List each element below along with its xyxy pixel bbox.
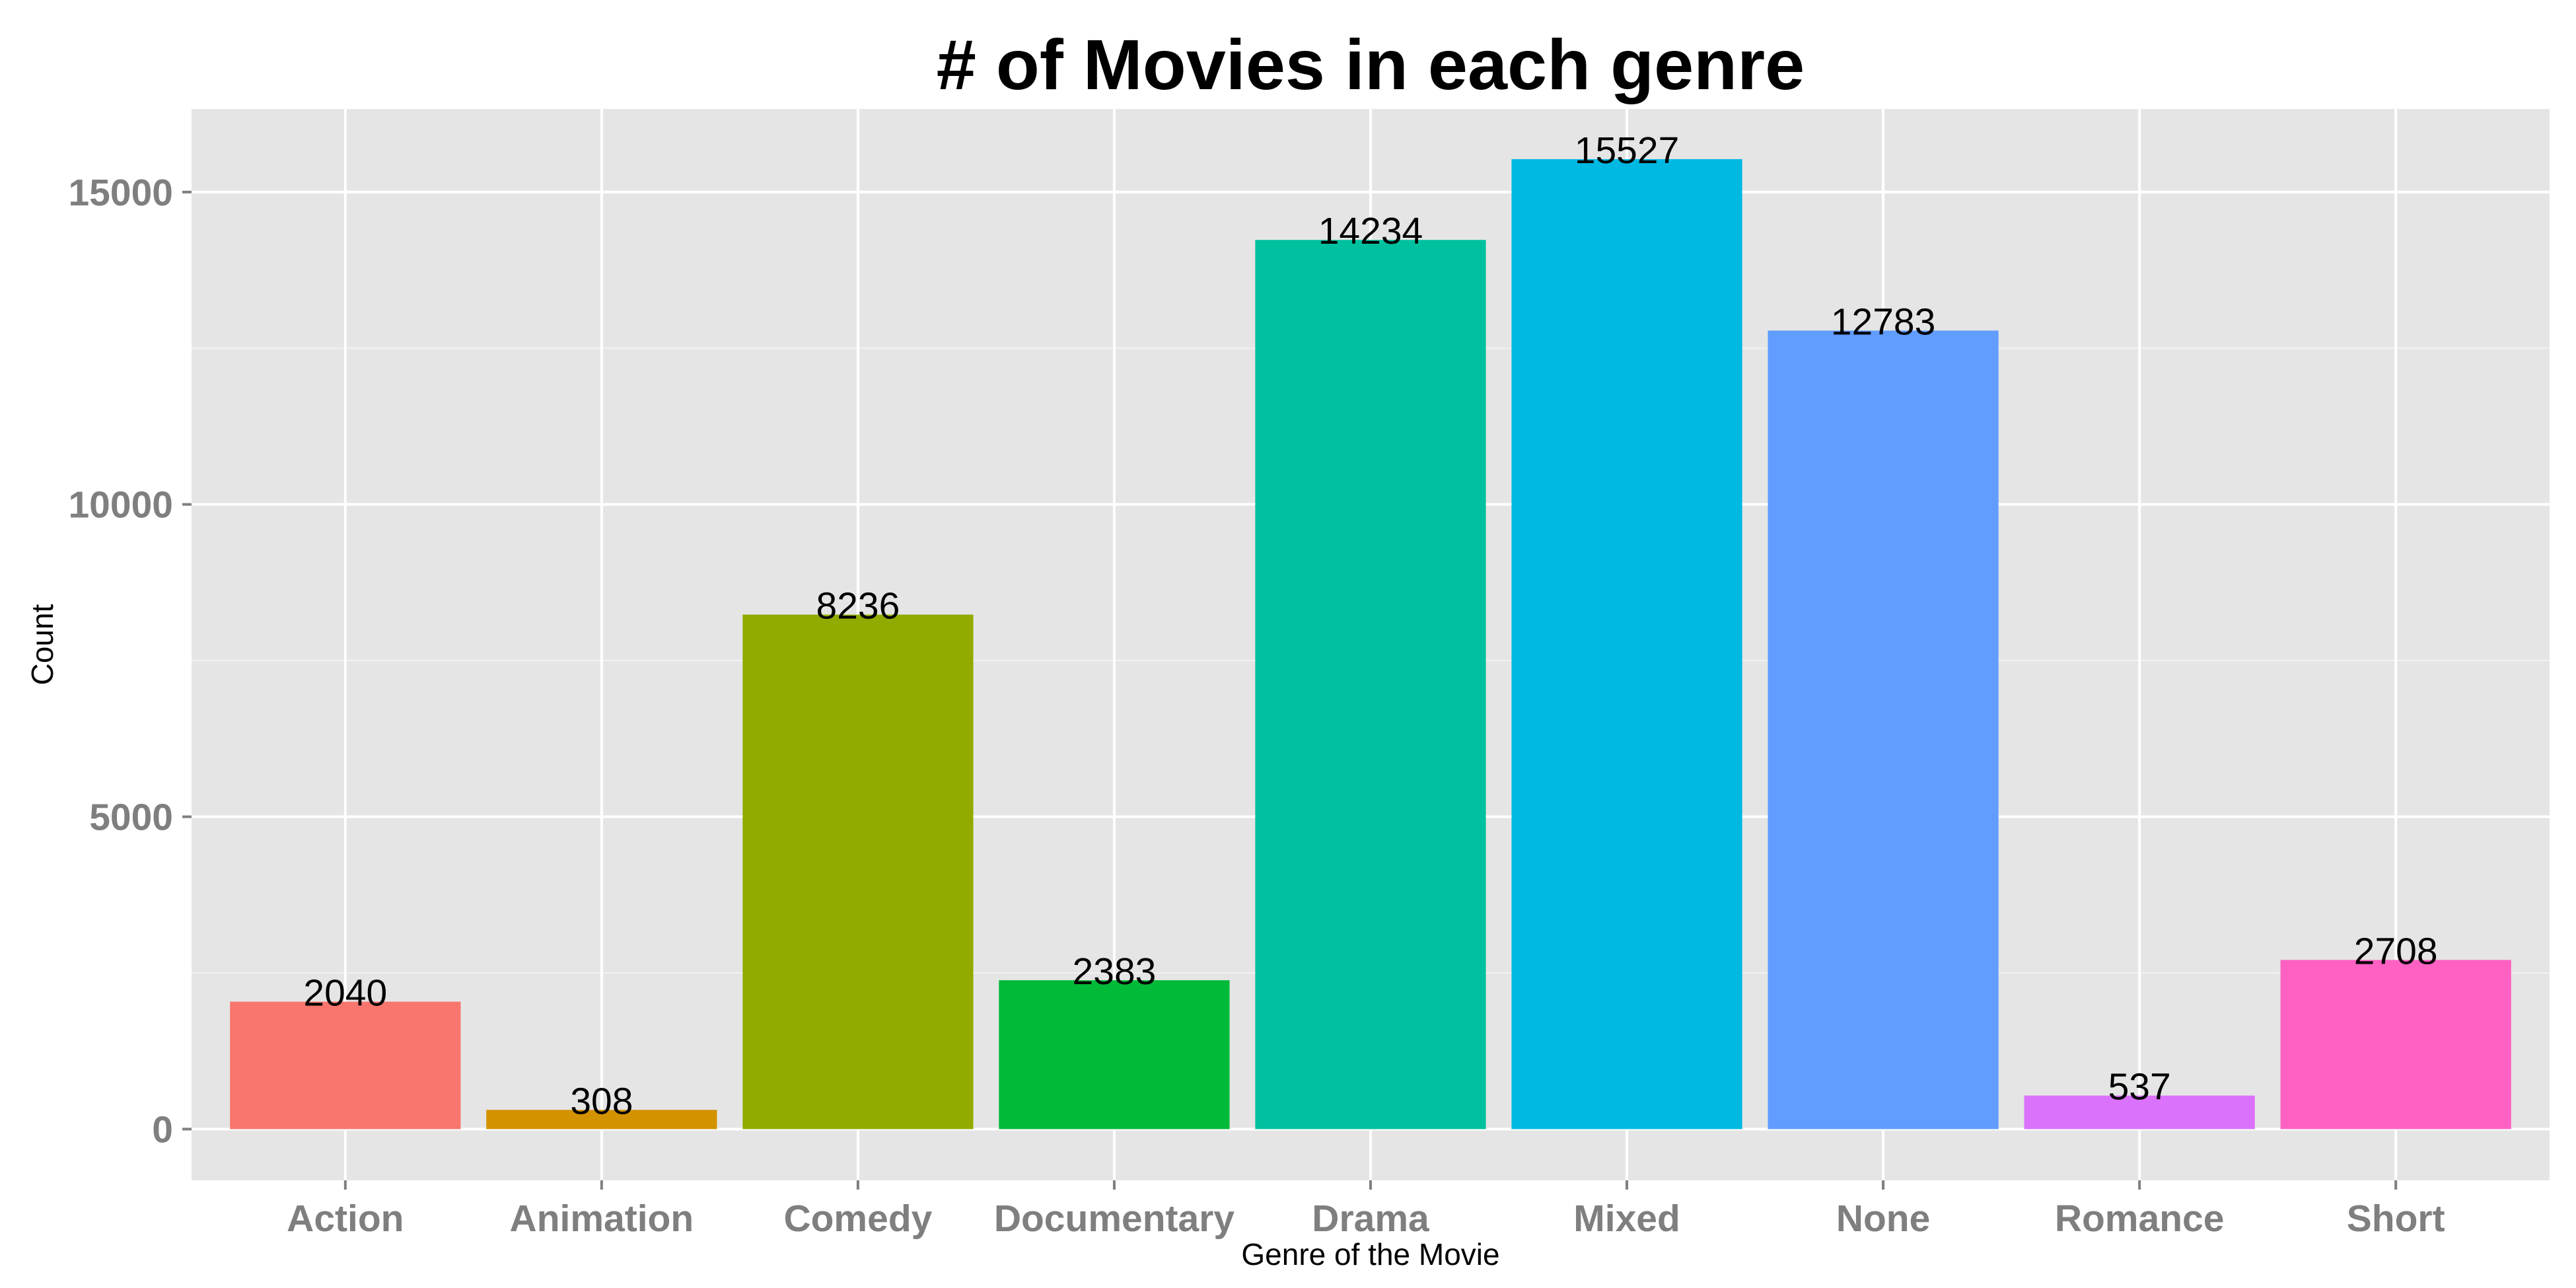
bar-documentary (999, 980, 1230, 1129)
x-tick-label: None (1836, 1198, 1931, 1240)
x-tick-label: Short (2347, 1198, 2445, 1240)
bar-none (1768, 330, 1999, 1129)
data-label: 2708 (2354, 930, 2438, 972)
data-label: 14234 (1318, 210, 1423, 252)
bar-animation (486, 1110, 717, 1129)
bar-drama (1255, 240, 1486, 1129)
bar-comedy (742, 614, 974, 1129)
data-label: 12783 (1831, 301, 1936, 343)
x-tick-label: Mixed (1573, 1198, 1680, 1240)
y-axis-title: Count (25, 604, 59, 685)
bar-mixed (1511, 159, 1742, 1129)
chart-title: # of Movies in each genre (937, 24, 1805, 104)
y-tick-label: 15000 (68, 172, 173, 214)
x-tick-label: Action (287, 1198, 404, 1240)
x-tick-label: Drama (1312, 1198, 1430, 1240)
x-axis-title: Genre of the Movie (1241, 1237, 1499, 1271)
data-label: 8236 (816, 585, 900, 627)
data-label: 308 (570, 1080, 633, 1122)
bars (230, 159, 2511, 1129)
x-tick-label: Animation (510, 1198, 694, 1240)
y-tick-label: 0 (152, 1108, 173, 1151)
data-label: 15527 (1575, 129, 1680, 172)
data-label: 2383 (1073, 950, 1157, 993)
y-tick-label: 10000 (68, 484, 173, 526)
x-axis: Action Animation Comedy Documentary Drama Mix… (287, 1180, 2445, 1240)
bar-short (2280, 960, 2511, 1129)
data-labels: 2040 308 8236 2383 14234 15527 12783 537 2708 (303, 129, 2437, 1122)
bar-romance (2024, 1095, 2255, 1129)
x-tick-label: Documentary (994, 1198, 1235, 1240)
x-tick-label: Comedy (783, 1198, 932, 1240)
x-tick-label: Romance (2055, 1198, 2225, 1240)
bar-action (230, 1001, 461, 1129)
data-label: 2040 (303, 972, 387, 1015)
data-label: 537 (2108, 1066, 2171, 1108)
y-axis: 0 5000 10000 15000 (68, 172, 192, 1151)
y-tick-label: 5000 (89, 797, 173, 839)
